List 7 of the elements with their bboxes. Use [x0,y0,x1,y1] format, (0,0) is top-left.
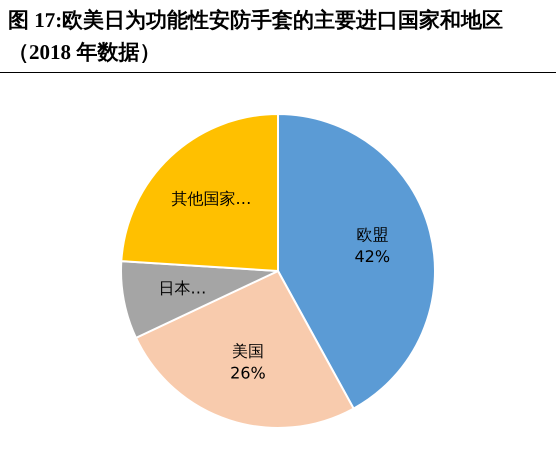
slice-label: 欧盟 [356,224,388,244]
slice-label: 其他国家… [171,189,252,208]
slice-label: 日本… [158,278,206,298]
chart-title: 图 17:欧美日为功能性安防手套的主要进口国家和地区（2018 年数据） [0,0,556,73]
data-label: 26% [230,364,266,383]
slice-label: 美国 [232,342,264,361]
data-label: 42% [354,246,390,266]
